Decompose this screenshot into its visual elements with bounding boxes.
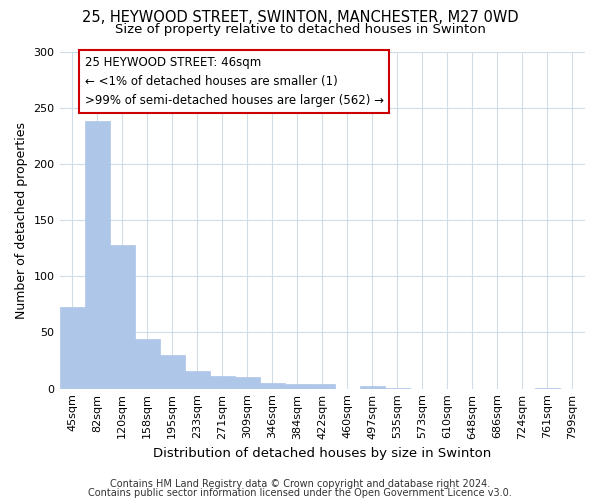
Text: Contains public sector information licensed under the Open Government Licence v3: Contains public sector information licen… [88,488,512,498]
Bar [360,386,385,388]
Bar [85,121,110,388]
Bar [160,355,185,388]
Bar [59,306,85,388]
Bar [260,383,285,388]
Text: Size of property relative to detached houses in Swinton: Size of property relative to detached ho… [115,22,485,36]
Text: 25, HEYWOOD STREET, SWINTON, MANCHESTER, M27 0WD: 25, HEYWOOD STREET, SWINTON, MANCHESTER,… [82,10,518,25]
X-axis label: Distribution of detached houses by size in Swinton: Distribution of detached houses by size … [153,447,491,460]
Bar [235,378,260,388]
Text: 25 HEYWOOD STREET: 46sqm
← <1% of detached houses are smaller (1)
>99% of semi-d: 25 HEYWOOD STREET: 46sqm ← <1% of detach… [85,56,383,107]
Bar [209,376,235,388]
Bar [310,384,335,388]
Bar [185,370,209,388]
Bar [110,245,134,388]
Text: Contains HM Land Registry data © Crown copyright and database right 2024.: Contains HM Land Registry data © Crown c… [110,479,490,489]
Bar [134,339,160,388]
Bar [285,384,310,388]
Y-axis label: Number of detached properties: Number of detached properties [15,122,28,318]
